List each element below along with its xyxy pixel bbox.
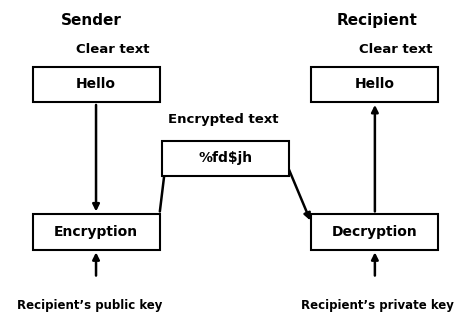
Text: Recipient’s public key: Recipient’s public key xyxy=(17,299,162,312)
Text: Clear text: Clear text xyxy=(76,43,149,56)
Text: Clear text: Clear text xyxy=(359,43,432,56)
Text: Sender: Sender xyxy=(61,13,122,28)
FancyBboxPatch shape xyxy=(33,67,160,102)
FancyBboxPatch shape xyxy=(311,214,438,249)
FancyBboxPatch shape xyxy=(311,67,438,102)
Text: Recipient’s private key: Recipient’s private key xyxy=(301,299,454,312)
Text: Hello: Hello xyxy=(76,78,116,92)
Text: Decryption: Decryption xyxy=(332,225,418,239)
Text: Recipient: Recipient xyxy=(337,13,418,28)
Text: Encrypted text: Encrypted text xyxy=(168,113,278,126)
FancyBboxPatch shape xyxy=(162,141,289,176)
FancyBboxPatch shape xyxy=(33,214,160,249)
Text: %fd$jh: %fd$jh xyxy=(198,151,252,165)
Text: Encryption: Encryption xyxy=(54,225,138,239)
Text: Hello: Hello xyxy=(355,78,395,92)
